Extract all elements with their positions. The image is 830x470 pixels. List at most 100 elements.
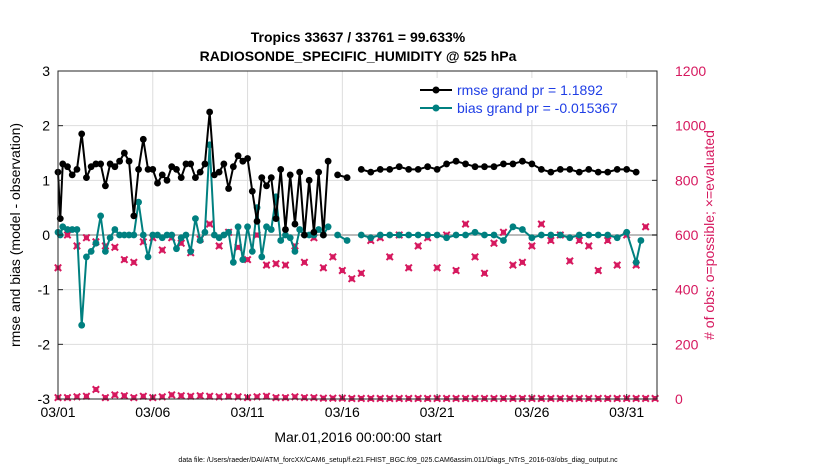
obs-possible-point [613,261,622,269]
obs-evaluated-point [537,394,546,403]
obs-evaluated-point [452,394,460,403]
obs-evaluated-point [224,392,233,401]
rmse-point [177,174,185,182]
bias-point [613,234,621,242]
rmse-series-layer [54,108,640,239]
rmse-point [471,163,479,171]
rmse-point [234,152,242,160]
rmse-point [101,182,109,190]
obs-possible-point [452,266,460,275]
rmse-point [116,157,124,165]
obs-possible-point [404,263,413,272]
bias-point [234,223,242,231]
legend-rmse-label: rmse grand pr = 1.1892 [457,82,603,98]
bias-point [509,223,517,231]
rmse-point [163,176,171,184]
obs-possible-point [575,236,584,245]
obs-evaluated-point [196,391,205,400]
bias-point [244,223,251,231]
rmse-point [443,160,450,168]
obs-possible-point [480,269,489,278]
bias-point [225,228,233,236]
rmse-point [282,226,289,233]
bias-point [92,239,100,247]
obs-evaluated-point [613,394,622,403]
rmse-point [97,160,105,168]
bias-point [286,234,294,242]
bias-series-layer [54,141,645,329]
rmse-point [263,182,270,190]
bias-point [376,231,384,239]
obs-evaluated-point [480,394,489,403]
bias-point [537,231,545,239]
rmse-point [130,212,138,220]
rmse-point [324,157,332,165]
rmse-point [78,130,86,138]
rmse-point [149,166,157,173]
rmse-point [139,135,147,143]
bias-point [519,226,526,233]
obs-possible-point [281,261,290,269]
obs-possible-point [537,220,546,228]
rmse-point [248,187,256,195]
obs-evaluated-point [205,392,214,401]
y-right-tick-label: 1200 [675,63,706,79]
rmse-point [575,168,583,176]
rmse-point [258,174,266,182]
y-right-tick-label: 0 [675,391,683,407]
bias-point [267,226,275,233]
rmse-point [220,160,228,168]
rmse-point [135,166,142,173]
rmse-point [319,231,327,239]
obs-possible-point [357,269,366,278]
obs-evaluated-point [63,393,72,402]
obs-evaluated-point [101,393,110,402]
x-axis: 03/01 03/06 03/11 03/16 03/21 03/26 03/31 [40,394,644,420]
bias-point [547,231,555,239]
rmse-point [343,174,351,182]
bias-point [556,231,564,239]
bias-point [168,231,176,239]
rmse-point [566,166,574,173]
obs-possible-point [603,236,612,245]
obs-possible-point [527,242,536,250]
rmse-point [244,155,251,162]
obs-evaluated-point [376,394,385,403]
legend-bias-label: bias grand pr = -0.015367 [457,100,618,116]
legend-rmse-marker [432,86,440,94]
rmse-point [92,160,100,168]
rmse-point [376,166,384,173]
obs-evaluated-point [414,394,423,403]
chart-title-line1: Tropics 33637 / 33761 = 99.633% [251,29,466,45]
obs-possible-point [328,252,337,261]
obs-evaluated-point [281,393,290,402]
bias-point [163,231,171,239]
bias-point [500,237,507,244]
x-tick-label: 03/31 [609,404,644,420]
obs-evaluated-point [262,392,271,401]
bias-point [187,248,195,255]
obs-possible-point [490,239,498,248]
bias-point [334,231,341,239]
bias-point [248,248,256,255]
obs-evaluated-point [556,394,565,403]
obs-evaluated-point [139,392,148,401]
x-tick-label: 03/26 [514,404,549,420]
obs-evaluated-point [490,394,498,403]
rmse-point [594,168,602,176]
y-left-tick-label: -2 [38,336,51,352]
obs-possible-point [300,258,309,267]
rmse-point [414,166,422,173]
bias-point [116,231,124,239]
obs-evaluated-point [509,394,517,403]
rmse-point [192,174,199,182]
bias-point [528,234,536,242]
bias-point [367,234,375,242]
obs-evaluated-point [300,393,309,402]
bias-point [324,223,332,231]
obs-possible-point [385,252,394,261]
obs-evaluated-point [186,392,195,401]
bias-point [433,231,441,239]
y-axis-left-label: rmse and bias (model - observation) [7,123,23,347]
